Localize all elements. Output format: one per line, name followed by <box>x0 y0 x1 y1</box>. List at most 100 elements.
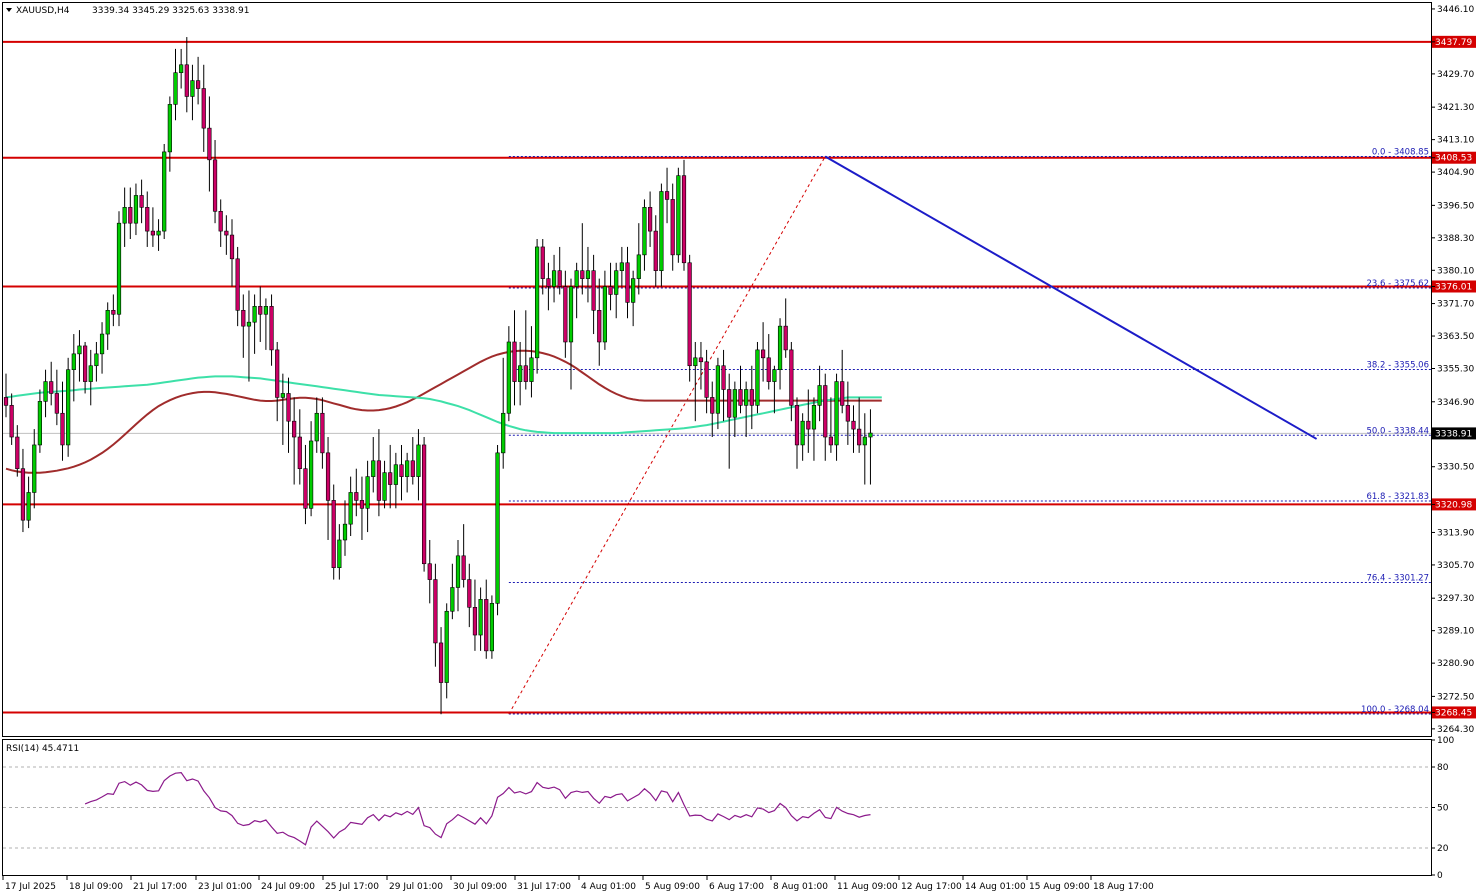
bearish-candle <box>60 381 65 461</box>
bearish-candle <box>461 524 466 588</box>
candle-body <box>574 270 579 287</box>
bearish-candle <box>484 579 489 659</box>
candle-body <box>218 210 223 232</box>
bearish-candle <box>806 389 811 453</box>
bearish-candle <box>698 341 704 390</box>
bullish-candle <box>534 239 540 374</box>
candle-body <box>49 381 54 394</box>
candle-body <box>597 309 602 343</box>
candle-body <box>546 278 551 287</box>
candle-body <box>224 230 229 236</box>
candle-body <box>653 230 658 271</box>
bullish-candle <box>371 437 376 493</box>
bearish-candle <box>687 254 692 382</box>
candle-body <box>811 405 817 430</box>
fib-level-label: 38.2 - 3355.06 <box>1366 360 1429 370</box>
candle-body <box>382 472 387 501</box>
bullish-candle <box>568 278 574 390</box>
bearish-candle <box>150 207 156 247</box>
candle-body <box>167 104 172 153</box>
candle-body <box>77 345 82 355</box>
bearish-candle <box>54 369 59 426</box>
candle-body <box>857 428 862 446</box>
price-tick-label: 3396.50 <box>1437 201 1474 211</box>
bearish-candle <box>325 437 331 540</box>
bearish-candle <box>83 341 88 394</box>
bearish-candle <box>597 278 602 366</box>
time-tick-label: 6 Aug 17:00 <box>709 882 764 892</box>
bearish-candle <box>823 373 828 461</box>
candle-body <box>789 349 794 406</box>
bullish-candle <box>116 211 122 327</box>
bullish-candle <box>619 246 624 287</box>
candle-body <box>184 64 189 97</box>
bearish-candle <box>794 397 800 469</box>
candle-body <box>676 175 681 256</box>
bearish-candle <box>438 627 444 715</box>
bullish-candle <box>43 369 48 418</box>
bullish-candle <box>501 357 506 469</box>
bullish-candle <box>190 64 195 121</box>
candle-body <box>744 389 749 406</box>
candle-body <box>529 357 534 382</box>
fib-level-label: 23.6 - 3375.62 <box>1366 279 1429 289</box>
candle-body <box>280 393 285 398</box>
candle-body <box>190 80 195 97</box>
bearish-candle <box>433 563 438 667</box>
candle-body <box>410 460 415 477</box>
fib-level-label: 50.0 - 3338.44 <box>1366 426 1429 436</box>
dropdown-triangle-icon[interactable] <box>6 8 12 12</box>
bullish-candle <box>252 294 257 354</box>
bearish-candle <box>3 373 9 418</box>
price-tick-label: 3371.70 <box>1437 300 1474 310</box>
candle-body <box>777 325 783 370</box>
bearish-candle <box>399 444 404 501</box>
bullish-candle <box>811 397 817 461</box>
bearish-candle <box>427 539 432 604</box>
bearish-candle <box>229 219 235 287</box>
candle-body <box>681 175 687 264</box>
bearish-candle <box>354 468 359 517</box>
bullish-candle <box>342 500 348 556</box>
candle-body <box>275 349 280 398</box>
bullish-candle <box>693 341 698 422</box>
candle-body <box>614 270 619 295</box>
bearish-candle <box>196 56 201 105</box>
candle-body <box>173 72 178 105</box>
candle-body <box>823 385 828 438</box>
candle-body <box>484 599 489 652</box>
candle-body <box>715 365 720 414</box>
bearish-candle <box>388 444 393 509</box>
price-tick-label: 3313.90 <box>1437 528 1474 538</box>
candle-body <box>602 286 607 343</box>
bullish-candle <box>133 183 139 236</box>
bearish-candle <box>331 484 336 580</box>
fib-swing-line <box>508 156 826 715</box>
current-price-tag <box>1432 427 1476 440</box>
price-tick-label: 3289.10 <box>1437 627 1474 637</box>
bullish-candle <box>444 603 449 699</box>
price-tick-label: 3446.10 <box>1437 5 1474 15</box>
candle-body <box>540 246 545 279</box>
candle-body <box>698 357 704 363</box>
candle-body <box>297 436 302 469</box>
candle-body <box>727 389 732 418</box>
candle-body <box>258 306 263 315</box>
bullish-candle <box>744 381 749 438</box>
candle-body <box>337 539 342 568</box>
fib-level-label: 76.4 - 3301.27 <box>1366 573 1429 583</box>
candle-body <box>518 365 523 382</box>
bearish-candle <box>760 322 766 382</box>
bullish-candle <box>416 429 421 501</box>
candle-body <box>162 151 167 232</box>
candle-body <box>308 440 314 509</box>
price-tick-label: 3305.70 <box>1437 561 1474 571</box>
candle-body <box>331 500 336 568</box>
bearish-candle <box>359 476 365 540</box>
bullish-candle <box>551 254 557 303</box>
candle-body <box>512 341 517 382</box>
time-tick-label: 14 Aug 01:00 <box>965 882 1026 892</box>
bearish-candle <box>721 349 726 422</box>
